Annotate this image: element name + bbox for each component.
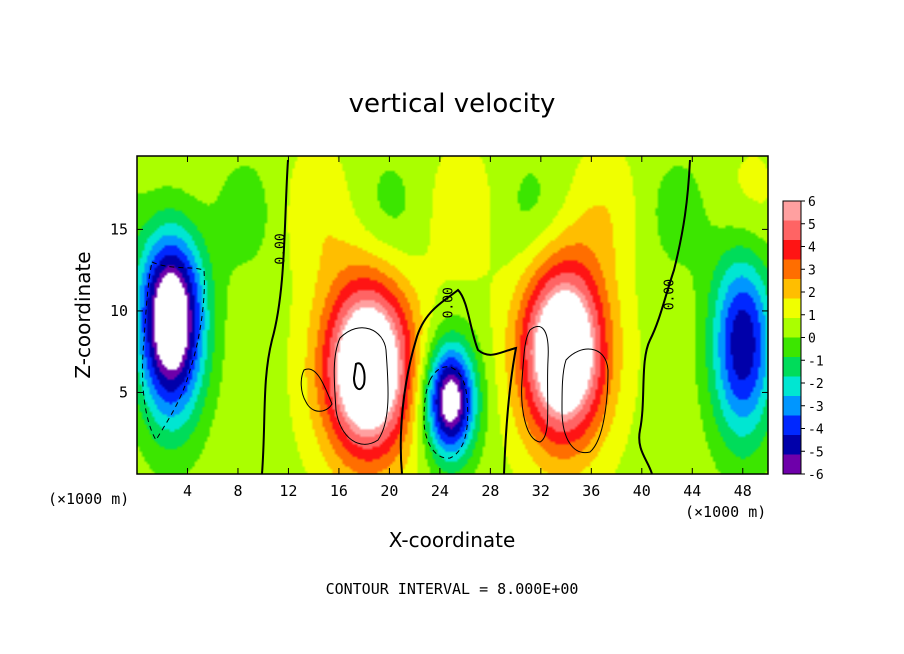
x-tick-label: 20	[380, 482, 398, 500]
updraft-contour-2b	[561, 348, 609, 454]
updraft-contour-1b	[300, 368, 333, 412]
colorbar-swatch	[783, 435, 801, 455]
downdraft-contour-left	[142, 261, 205, 441]
colorbar-tick-label: 0	[808, 332, 816, 347]
colorbar-tick-label: -2	[808, 377, 824, 392]
colorbar-swatch	[783, 318, 801, 338]
chart-title: vertical velocity	[349, 89, 556, 119]
colorbar-swatch	[783, 454, 801, 475]
colorbar-tick-label: -3	[808, 400, 824, 415]
contour-label: 0.00	[442, 287, 457, 318]
x-axis-ticks: 4 8 12 16 20 24 28 32 36 40 44 48	[183, 156, 752, 500]
x-tick-label: 16	[330, 482, 348, 500]
updraft-contour-1	[333, 327, 389, 445]
x-tick-label: 36	[582, 482, 600, 500]
colorbar-swatch	[783, 376, 801, 397]
contour-label: 0.00	[274, 233, 289, 264]
colorbar-swatch	[783, 201, 801, 221]
zero-contour-right	[638, 159, 691, 475]
colorbar-tick-label: 2	[808, 286, 816, 301]
colorbar: 6 5 4 3 2 1 0 -1 -2 -3 -4 -5 -6	[782, 195, 824, 483]
contour-label: 0.00	[662, 279, 677, 310]
colorbar-swatch	[783, 298, 801, 319]
colorbar-tick-label: 3	[808, 263, 816, 278]
x-tick-label: 32	[532, 482, 550, 500]
updraft-core-1	[352, 362, 366, 391]
colorbar-tick-label: 5	[808, 218, 816, 233]
y-tick-label: 15	[110, 220, 128, 238]
colorbar-tick-label: 1	[808, 309, 816, 324]
heatmap-field	[137, 156, 768, 474]
x-unit-label-right: (×1000 m)	[685, 503, 766, 521]
downdraft-contour-center	[423, 366, 469, 459]
x-tick-label: 8	[233, 482, 242, 500]
x-unit-label-left: (×1000 m)	[48, 490, 129, 508]
x-tick-label: 44	[683, 482, 701, 500]
colorbar-tick-label: 6	[808, 195, 816, 210]
colorbar-tick-label: 4	[808, 241, 816, 256]
x-tick-label: 24	[431, 482, 449, 500]
colorbar-tick-label: -5	[808, 445, 824, 460]
colorbar-tick-label: -6	[808, 468, 824, 483]
colorbar-swatch	[783, 220, 801, 241]
colorbar-swatch	[783, 337, 801, 358]
plot-area: 0.00 0.00 0.00	[136, 155, 769, 475]
zero-contour-left	[261, 159, 289, 475]
colorbar-swatch	[783, 357, 801, 377]
colorbar-swatch	[783, 396, 801, 416]
zero-contour-center	[399, 288, 518, 475]
y-tick-label: 10	[110, 302, 128, 320]
contour-interval-footer: CONTOUR INTERVAL = 8.000E+00	[326, 580, 579, 598]
x-tick-label: 28	[481, 482, 499, 500]
updraft-contour-2a	[521, 326, 549, 443]
contour-lines	[142, 159, 691, 475]
y-axis-label: Z-coordinate	[71, 251, 95, 378]
plot-frame	[136, 155, 769, 475]
y-axis-ticks: 5 10 15	[110, 220, 768, 401]
x-tick-label: 4	[183, 482, 192, 500]
x-axis-label: X-coordinate	[389, 528, 516, 552]
colorbar-tick-label: -4	[808, 423, 824, 438]
colorbar-swatch	[783, 259, 801, 280]
colorbar-tick-label: -1	[808, 354, 824, 369]
contour-labels: 0.00 0.00 0.00	[274, 233, 678, 318]
colorbar-swatch	[783, 240, 801, 260]
x-tick-label: 12	[279, 482, 297, 500]
y-tick-label: 5	[119, 383, 128, 401]
x-tick-label: 48	[734, 482, 752, 500]
colorbar-swatch	[783, 279, 801, 299]
x-tick-label: 40	[633, 482, 651, 500]
colorbar-swatch	[783, 415, 801, 436]
